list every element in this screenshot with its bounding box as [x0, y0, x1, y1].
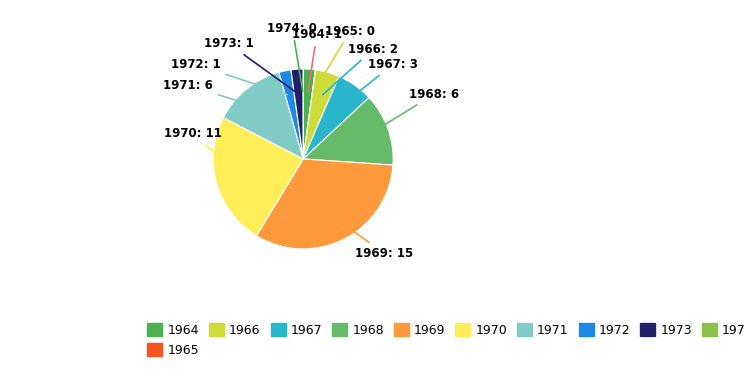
Wedge shape [279, 70, 304, 159]
Wedge shape [304, 70, 339, 159]
Wedge shape [223, 72, 304, 159]
Text: 1973: 1: 1973: 1 [204, 37, 297, 93]
Text: 1968: 6: 1968: 6 [367, 88, 460, 136]
Text: 1970: 11: 1970: 11 [164, 127, 239, 174]
Text: 1974: 0: 1974: 0 [268, 22, 318, 91]
Wedge shape [304, 77, 369, 159]
Text: 1966: 2: 1966: 2 [323, 43, 398, 95]
Wedge shape [304, 97, 393, 165]
Text: 1967: 3: 1967: 3 [343, 58, 418, 104]
Text: 1964: 1: 1964: 1 [292, 28, 341, 92]
Text: 1965: 0: 1965: 0 [313, 25, 375, 92]
Wedge shape [214, 117, 304, 236]
Wedge shape [291, 69, 304, 159]
Text: 1969: 15: 1969: 15 [336, 218, 414, 260]
Legend: 1964, 1965, 1966, 1967, 1968, 1969, 1970, 1971, 1972, 1973, 1974: 1964, 1965, 1966, 1967, 1968, 1969, 1970… [143, 318, 744, 362]
Wedge shape [304, 69, 315, 159]
Wedge shape [257, 159, 393, 249]
Text: 1971: 6: 1971: 6 [164, 79, 260, 108]
Wedge shape [304, 70, 315, 159]
Text: 1972: 1: 1972: 1 [170, 58, 287, 95]
